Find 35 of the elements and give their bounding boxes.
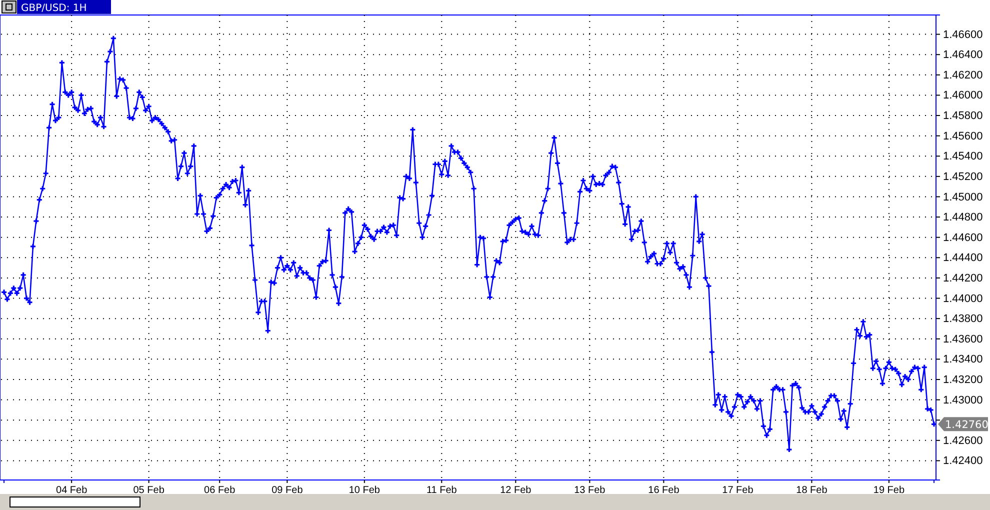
x-tick-label: 19 Feb <box>873 485 905 496</box>
y-tick-label: 1.43200 <box>943 374 983 386</box>
x-tick-label: 13 Feb <box>574 485 606 496</box>
y-tick-label: 1.43400 <box>943 354 983 366</box>
y-tick-label: 1.46200 <box>943 69 983 82</box>
x-tick-label: 04 Feb <box>56 485 88 496</box>
y-tick-label: 1.43800 <box>943 313 983 326</box>
text: 1.42760 <box>945 419 988 432</box>
y-tick-label: 1.44600 <box>943 232 983 244</box>
y-tick-label: 1.46600 <box>943 28 983 41</box>
x-tick-label: 06 Feb <box>204 485 236 496</box>
y-tick-label: 1.43000 <box>943 394 983 406</box>
y-tick-label: 1.46000 <box>943 90 983 102</box>
x-tick-label: 11 Feb <box>426 485 458 496</box>
y-tick-label: 1.44800 <box>943 212 983 224</box>
x-tick-label: 10 Feb <box>348 485 380 496</box>
y-tick-label: 1.45000 <box>943 191 983 204</box>
chart-title: GBP/USD: 1H <box>21 3 87 14</box>
y-tick-label: 1.43600 <box>943 333 983 346</box>
x-tick-label: 09 Feb <box>272 485 304 496</box>
y-tick-label: 1.46400 <box>943 49 983 62</box>
x-tick-label: 16 Feb <box>648 485 680 496</box>
y-tick-label: 1.44400 <box>943 252 983 264</box>
y-tick-label: 1.42400 <box>943 455 983 468</box>
y-tick-label: 1.45200 <box>943 170 983 183</box>
y-tick-label: 1.44000 <box>943 292 983 305</box>
x-tick-label: 05 Feb <box>133 485 165 496</box>
x-tick-label: 12 Feb <box>500 485 532 496</box>
y-tick-label: 1.44200 <box>943 272 983 284</box>
x-tick-label: 17 Feb <box>722 485 754 496</box>
y-tick-label: 1.45800 <box>943 110 983 122</box>
y-tick-label: 1.45600 <box>943 130 983 142</box>
x-tick-label: 18 Feb <box>796 485 828 496</box>
y-tick-label: 1.42600 <box>943 434 983 447</box>
y-tick-label: 1.45400 <box>943 150 983 163</box>
